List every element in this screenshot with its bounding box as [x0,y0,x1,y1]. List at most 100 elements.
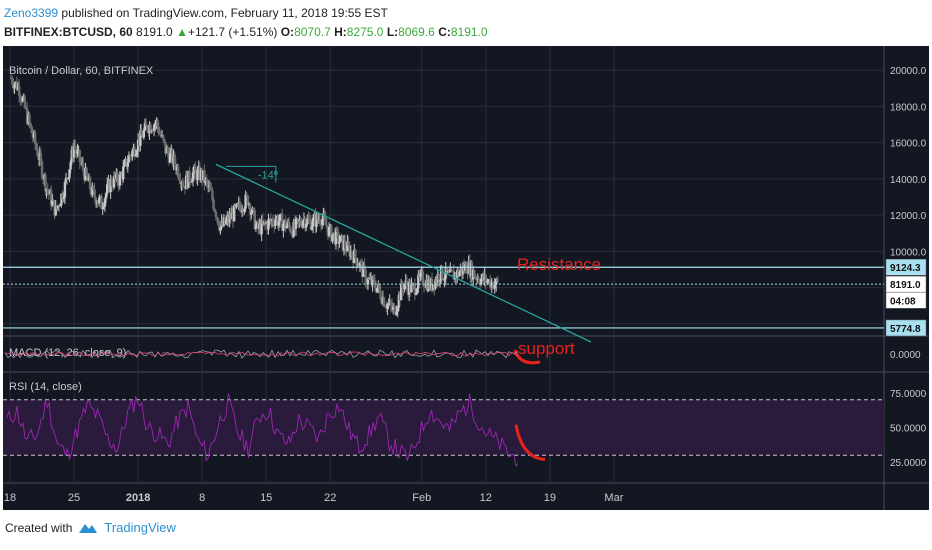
candle-body [211,190,214,200]
candle-body [218,224,221,231]
publish-info: Zeno3399 published on TradingView.com, F… [4,6,388,20]
rsi-projection-stroke [514,424,546,461]
candle-body [245,194,248,196]
open-value: 8070.7 [294,25,331,39]
symbol-label: BITFINEX:BTCUSD, 60 [4,25,133,39]
candle-body [78,150,81,162]
candle-body [205,178,208,182]
candle-body [310,226,314,230]
candle-body [168,152,172,163]
candle-body [100,196,103,209]
candle-body [239,207,243,213]
candle-body [250,212,253,215]
candle-body [21,97,24,102]
price-label-box [885,258,927,276]
price-label-box [885,319,927,337]
candle-body [389,301,393,306]
candle-body [378,284,381,291]
x-tick-label: 12 [480,492,492,504]
candle-body [144,123,148,126]
candle-body [215,216,219,219]
price-tick-label: 18000.0 [890,102,927,113]
candle-body [281,214,284,231]
candle-body [166,147,170,154]
candle-body [140,130,143,136]
price-change: +121.7 (+1.51%) [187,25,278,39]
candle-body [307,218,310,220]
candle-body [28,114,31,124]
candle-body [179,180,182,185]
candle-body [219,227,222,231]
x-tick-label: Feb [412,492,431,504]
candle-body [190,181,194,183]
candle-body [17,85,21,96]
candle-body [417,274,420,289]
candle-body [422,284,426,287]
candle-body [373,280,377,288]
candle-body [156,119,159,127]
x-tick-label: 25 [68,492,80,504]
candle-body [343,240,347,249]
candle-body [330,225,333,242]
low-value: 8069.6 [398,25,435,39]
candle-body [364,269,367,284]
candle-body [413,284,417,295]
close-label: C: [438,25,451,39]
price-label-text: 8191.0 [890,280,921,291]
candle-body [246,195,250,205]
angle-marker [225,165,277,183]
candle-body [271,219,275,224]
candle-body [421,271,425,285]
author-link[interactable]: Zeno3399 [4,6,59,20]
candle-body [274,220,277,226]
candle-body [127,155,131,163]
candle-body [122,166,125,180]
candle-body [88,177,92,190]
candle-body [414,292,418,295]
candle-body [9,77,13,79]
rsi-pane-title: RSI (14, close) [9,381,82,393]
candle-body [354,249,357,259]
candle-body [216,218,220,225]
candle-body [292,222,295,237]
candle-body [51,200,54,206]
chart-canvas[interactable]: 18 25 2018 8 15 22 Feb 12 19 Mar 20000.0 18000.0 160… [0,46,932,511]
candle-body [410,284,413,293]
candle-body [163,139,166,143]
candle-body [93,189,96,198]
candle-body [67,177,70,179]
candle-body [496,279,499,282]
candle-body [367,278,371,280]
candle-body [315,214,318,227]
candle-body [33,132,37,145]
candle-body [335,229,339,233]
candle-body [309,219,313,230]
candle-body [252,208,255,211]
candle-body [387,304,390,306]
candle-body [399,283,403,301]
candle-body [465,264,468,274]
candle-body [181,182,184,186]
candle-body [391,306,395,310]
candle-body [72,146,76,158]
candle-body [282,223,285,231]
candle-body [238,202,242,208]
candle-body [188,170,191,182]
candle-body [206,181,210,187]
candle-body [92,186,95,190]
candle-body [63,182,67,198]
candle-body [46,188,49,192]
candle-body [362,265,365,277]
candle-body [123,162,126,167]
price-label-text: 5774.8 [890,324,921,335]
x-tick-label: 15 [260,492,272,504]
candle-body [116,172,119,183]
candle-body [327,226,331,237]
candle-body [438,279,442,282]
candle-body [96,202,100,204]
candle-body [142,130,146,138]
candle-body [489,279,492,288]
tradingview-brand[interactable]: TradingView [104,520,176,535]
candle-body [128,155,132,157]
candle-body [401,283,404,288]
